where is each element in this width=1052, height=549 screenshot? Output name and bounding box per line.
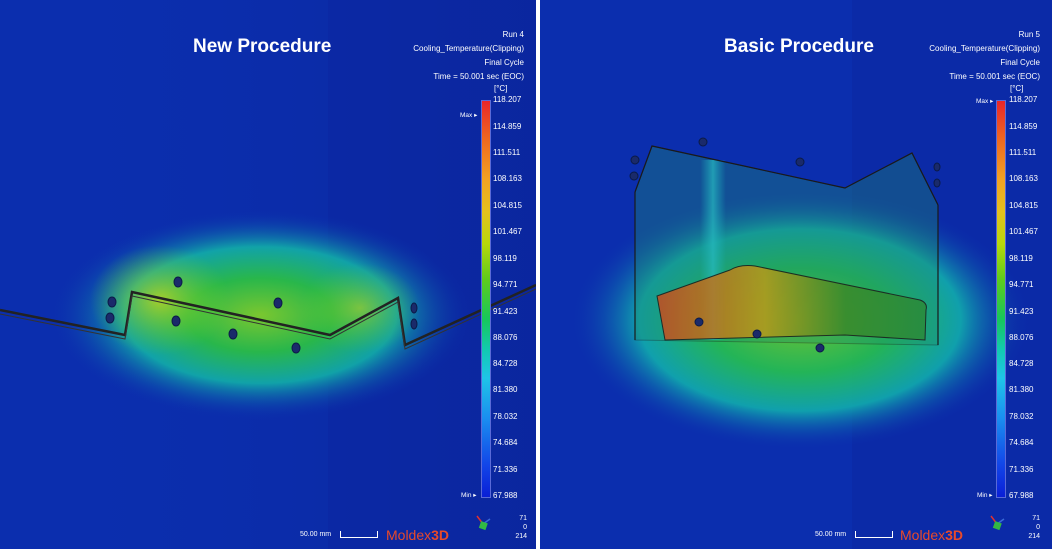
result-name: Cooling_Temperature(Clipping) (929, 44, 1040, 53)
legend-tick: 84.728 (493, 359, 518, 368)
orientation-value: 0 (523, 524, 527, 531)
viewport-basic-procedure[interactable]: Basic Procedure Run 5 Cooling_Temperatur… (540, 0, 1052, 549)
orientation-value: 71 (519, 515, 527, 522)
legend-max-label: Max ▸ (460, 112, 478, 119)
result-info: Run 4 Cooling_Temperature(Clipping) Fina… (413, 28, 524, 84)
color-legend-bar (996, 100, 1006, 498)
legend-tick: 108.163 (493, 174, 522, 183)
legend-tick: 74.684 (1009, 438, 1034, 447)
color-legend-bar (481, 100, 491, 498)
scale-label: 50.00 mm (815, 531, 847, 538)
temperature-field-render (0, 0, 536, 549)
viewport-new-procedure[interactable]: New Procedure Run 4 Cooling_Temperature(… (0, 0, 536, 549)
panel-title: New Procedure (193, 36, 332, 57)
panel-title: Basic Procedure (724, 36, 874, 57)
panel-divider (536, 0, 540, 549)
legend-max-label: Max ▸ (976, 98, 994, 105)
moldex3d-logo: Moldex3D (386, 527, 450, 543)
legend-min-label: Min ▸ (977, 492, 993, 499)
legend-tick: 71.336 (1009, 465, 1034, 474)
legend-tick: 74.684 (493, 438, 518, 447)
orientation-value: 0 (1036, 524, 1040, 531)
orientation-value: 71 (1032, 515, 1040, 522)
legend-tick: 71.336 (493, 465, 518, 474)
legend-tick: 88.076 (493, 333, 518, 342)
legend-tick: 67.988 (493, 491, 518, 500)
legend-tick: 111.511 (493, 148, 521, 157)
cycle-label: Final Cycle (484, 58, 524, 67)
legend-tick: 118.207 (1009, 95, 1038, 104)
legend-tick: 114.859 (1009, 122, 1038, 131)
legend-tick: 114.859 (493, 122, 522, 131)
legend-tick: 91.423 (493, 307, 518, 316)
cycle-label: Final Cycle (1000, 58, 1040, 67)
legend-tick: 91.423 (1009, 307, 1034, 316)
legend-tick: 101.467 (493, 227, 522, 236)
legend-min-label: Min ▸ (461, 492, 477, 499)
legend-tick: 98.119 (493, 254, 517, 263)
legend-tick: 101.467 (1009, 227, 1038, 236)
legend-tick: 94.771 (1009, 280, 1034, 289)
legend-tick: 84.728 (1009, 359, 1034, 368)
scale-bar (340, 531, 378, 538)
view-orientation-readout: 71 0 214 (505, 514, 527, 541)
legend-tick: 108.163 (1009, 174, 1038, 183)
axis-triad-icon[interactable] (989, 513, 1007, 533)
result-info: Run 5 Cooling_Temperature(Clipping) Fina… (929, 28, 1040, 84)
orientation-value: 214 (1028, 533, 1040, 540)
legend-tick: 88.076 (1009, 333, 1034, 342)
legend-tick: 81.380 (493, 385, 518, 394)
legend-tick: 98.119 (1009, 254, 1033, 263)
legend-tick: 67.988 (1009, 491, 1034, 500)
legend-tick: 118.207 (493, 95, 522, 104)
legend-tick: 78.032 (493, 412, 518, 421)
run-label: Run 4 (502, 30, 524, 39)
legend-tick: 94.771 (493, 280, 518, 289)
moldex3d-logo: Moldex3D (900, 527, 964, 543)
run-label: Run 5 (1018, 30, 1040, 39)
result-name: Cooling_Temperature(Clipping) (413, 44, 524, 53)
time-label: Time = 50.001 sec (EOC) (949, 72, 1040, 81)
temperature-field-render (540, 0, 1052, 549)
time-label: Time = 50.001 sec (EOC) (433, 72, 524, 81)
legend-unit: [°C] (494, 84, 508, 93)
legend-tick: 104.815 (1009, 201, 1038, 210)
scale-bar (855, 531, 893, 538)
legend-tick: 104.815 (493, 201, 522, 210)
view-orientation-readout: 71 0 214 (1018, 514, 1040, 541)
legend-unit: [°C] (1010, 84, 1024, 93)
legend-tick: 78.032 (1009, 412, 1034, 421)
legend-tick: 111.511 (1009, 148, 1037, 157)
scale-label: 50.00 mm (300, 531, 332, 538)
orientation-value: 214 (515, 533, 527, 540)
legend-tick: 81.380 (1009, 385, 1034, 394)
axis-triad-icon[interactable] (475, 513, 493, 533)
